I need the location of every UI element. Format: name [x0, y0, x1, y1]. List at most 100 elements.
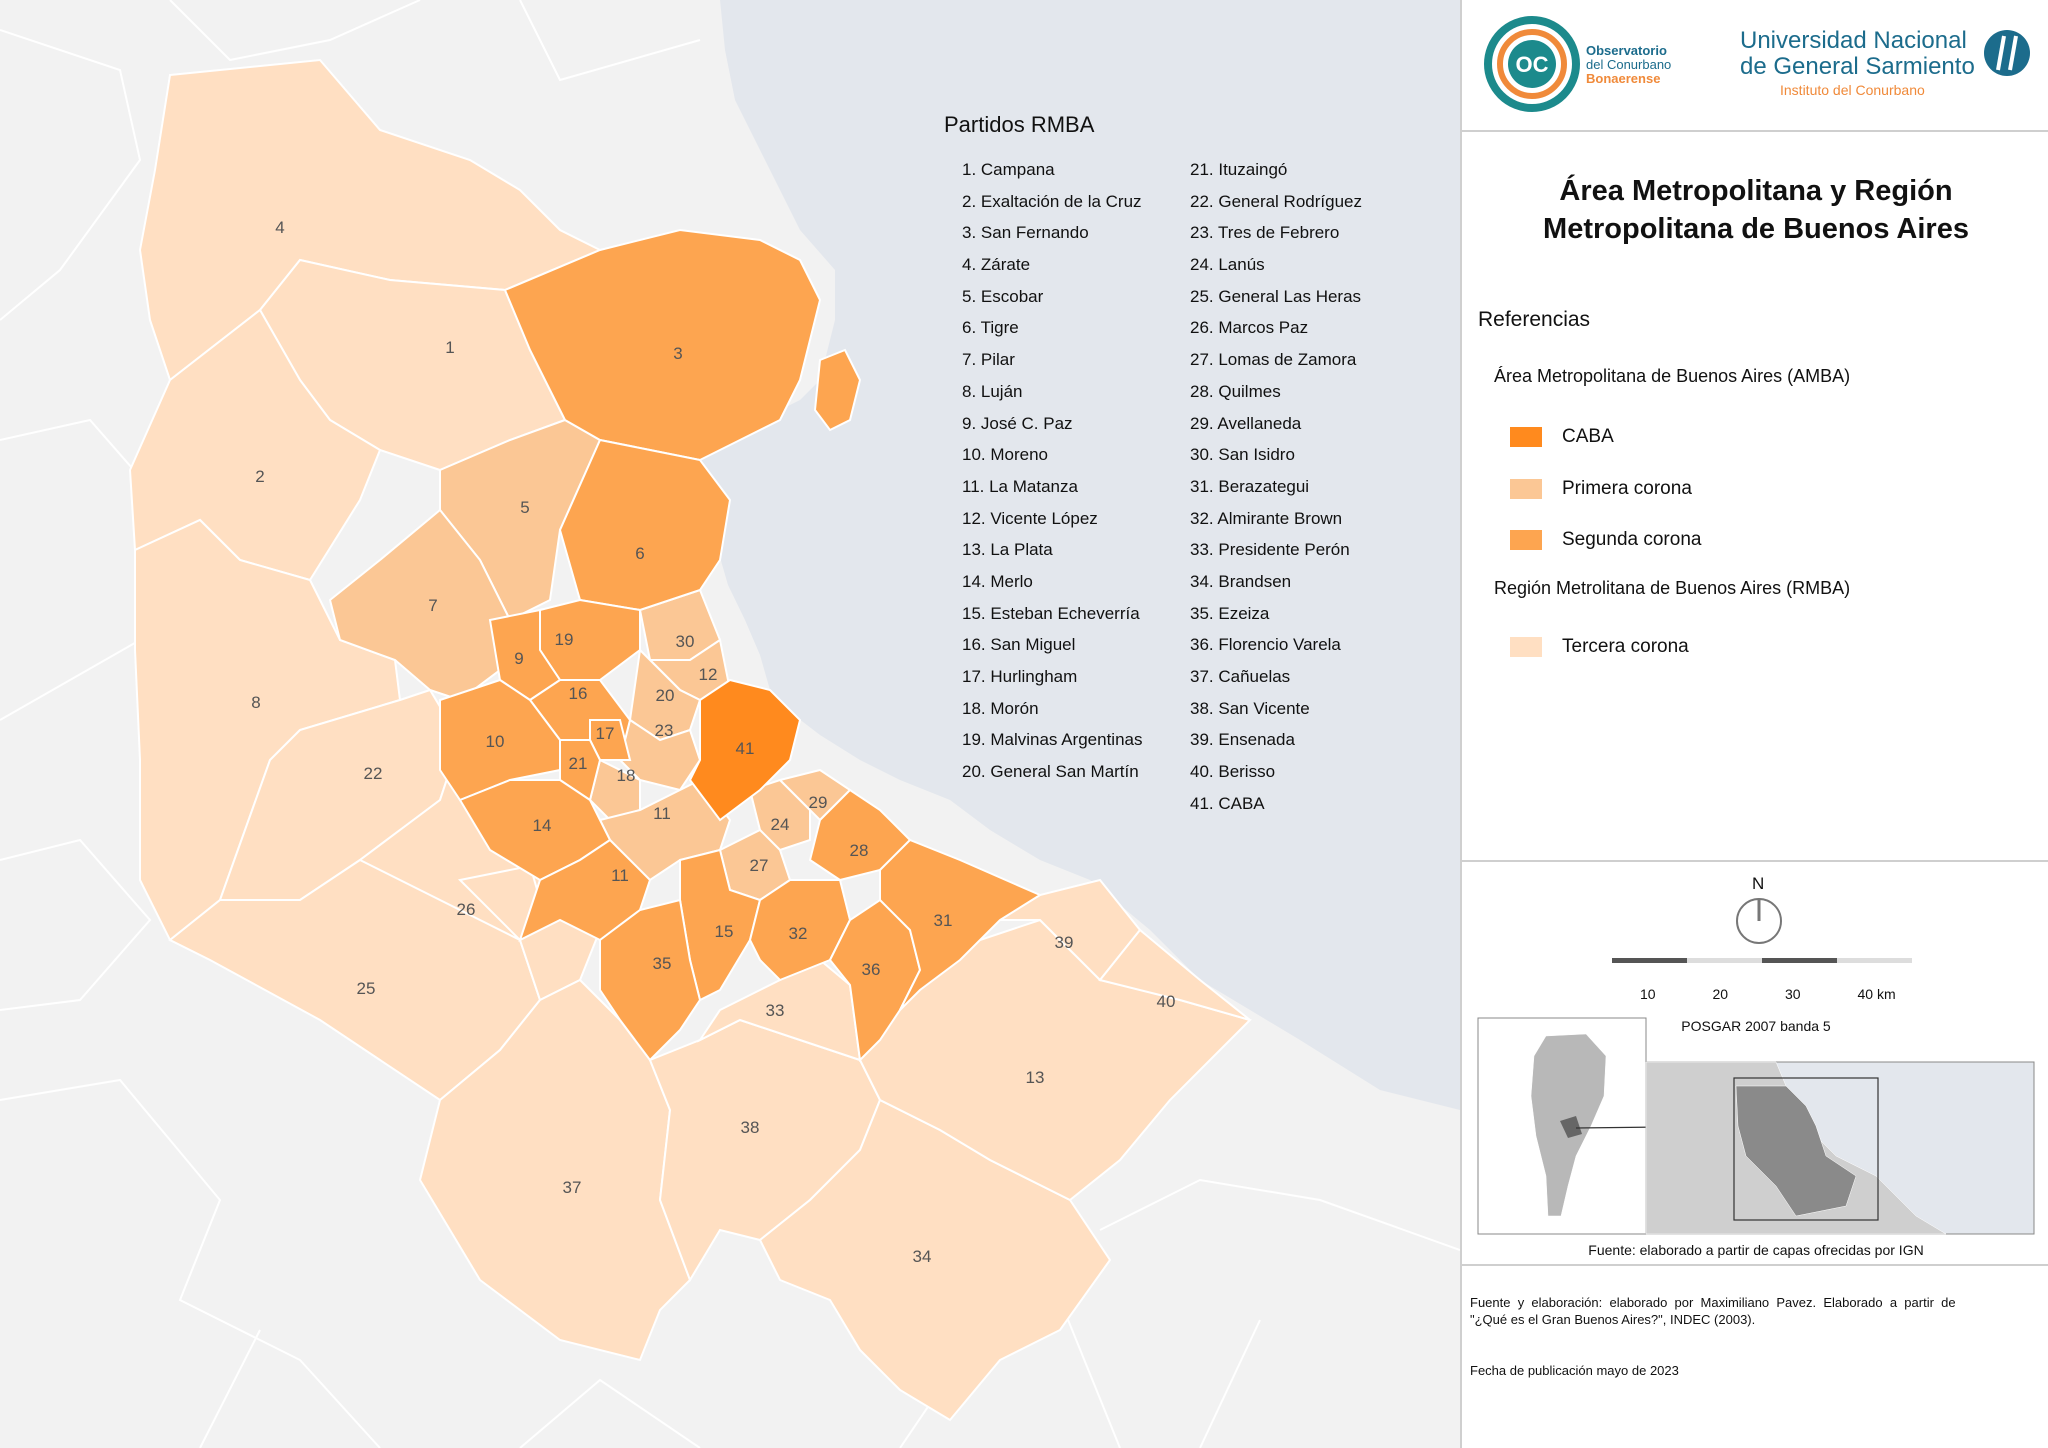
- label-39: 39: [1055, 933, 1074, 952]
- partido-35: [599, 898, 702, 1062]
- legend-item: 8. Luján: [962, 381, 1023, 401]
- title-references-section: Área Metropolitana y Región Metropolitan…: [1462, 130, 2048, 862]
- scale-bar: [1612, 958, 1912, 963]
- label-30: 30: [676, 632, 695, 651]
- inset-map: [1477, 1017, 2035, 1235]
- label-32: 32: [789, 924, 808, 943]
- partido-41-caba: [688, 678, 802, 822]
- legend-item: 12. Vicente López: [962, 508, 1098, 528]
- label-9: 9: [514, 649, 523, 668]
- projection-label: POSGAR 2007 banda 5: [1681, 1018, 1831, 1034]
- scale-inset-section: N 10 20 30 40 km POSGAR 2007 banda 5: [1462, 860, 2048, 1266]
- legend-column-2: 21. Ituzaingó 22. General Rodríguez 23. Tr…: [1190, 154, 1362, 819]
- label-8: 8: [251, 693, 260, 712]
- legend-item: 15. Esteban Echeverría: [962, 603, 1140, 623]
- label-35: 35: [653, 954, 672, 973]
- legend-title: Partidos RMBA: [944, 112, 1095, 137]
- legend-item: 31. Berazategui: [1190, 476, 1310, 496]
- label-6: 6: [635, 544, 644, 563]
- rmba-heading: Región Metrolitana de Buenos Aires (RMBA…: [1494, 578, 1851, 598]
- legend-item: 18. Morón: [962, 698, 1039, 718]
- partido-13: [858, 918, 1252, 1202]
- legend-item: 35. Ezeiza: [1190, 603, 1270, 623]
- scale-ticks: 10 20 30 40 km: [1640, 986, 1896, 1002]
- label-41: 41: [736, 739, 755, 758]
- label-14: 14: [533, 816, 552, 835]
- partido-3: [503, 228, 822, 462]
- segunda-corona: [439, 228, 1043, 1063]
- label-11b: 11: [611, 866, 629, 885]
- label-33: 33: [766, 1001, 785, 1020]
- occ-logo-text: Observatorio del Conurbano Bonaerense: [1586, 43, 1672, 86]
- legend-item: 36. Florencio Varela: [1190, 635, 1341, 655]
- legend-item: 29. Avellaneda: [1190, 413, 1302, 433]
- label-10: 10: [486, 732, 505, 751]
- label-27: 27: [750, 856, 769, 875]
- label-24: 24: [771, 815, 790, 834]
- label-28: 28: [850, 841, 869, 860]
- legend-item: 21. Ituzaingó: [1190, 160, 1288, 179]
- amba-heading: Área Metropolitana de Buenos Aires (AMBA…: [1494, 366, 1851, 386]
- legend-item: 30. San Isidro: [1190, 445, 1295, 465]
- label-26: 26: [457, 900, 476, 919]
- label-13: 13: [1026, 1068, 1045, 1087]
- map: 4 1 2 5 7 8 22 26 25 37 38 34 13 33 39 4…: [0, 0, 1460, 1448]
- legend-item: 40. Berisso: [1190, 762, 1276, 782]
- legend-item: 16. San Miguel: [962, 635, 1076, 655]
- legend-item: 5. Escobar: [962, 286, 1044, 306]
- ref-segunda: Segunda corona: [1510, 529, 1701, 551]
- tercera-corona: [128, 58, 1252, 1422]
- partido-34: [758, 1098, 1112, 1422]
- legend-item: 14. Merlo: [962, 571, 1033, 591]
- label-4: 4: [275, 218, 284, 237]
- legend-item: 33. Presidente Perón: [1190, 540, 1350, 560]
- legend-item: 34. Brandsen: [1190, 571, 1292, 591]
- label-31: 31: [934, 911, 953, 930]
- legend-item: 32. Almirante Brown: [1190, 508, 1343, 528]
- map-title: Área Metropolitana y Región Metropolitan…: [1543, 175, 1969, 245]
- partido-23: [618, 718, 702, 792]
- label-1: 1: [445, 338, 454, 357]
- label-23: 23: [655, 721, 674, 740]
- label-17: 17: [596, 724, 615, 743]
- swatch-segunda: [1510, 530, 1542, 550]
- legend-item: 3. San Fernando: [962, 223, 1089, 243]
- north-label: N: [1752, 874, 1765, 893]
- label-11a: 11: [653, 804, 671, 823]
- label-12: 12: [699, 665, 718, 684]
- label-7: 7: [428, 596, 437, 615]
- map-labels: 4 1 2 5 7 8 22 26 25 37 38 34 13 33 39 4…: [251, 218, 1175, 1266]
- legend-item: 26. Marcos Paz: [1190, 318, 1309, 338]
- background-borders: [0, 0, 1460, 1448]
- inset-source: Fuente: elaborado a partir de capas ofre…: [1588, 1242, 1924, 1258]
- legend-column-1: 1. Campana 2. Exaltación de la Cruz 3. San…: [962, 154, 1143, 788]
- swatch-caba: [1510, 427, 1542, 447]
- legend-item: 4. Zárate: [962, 255, 1031, 275]
- legend-item: 28. Quilmes: [1190, 381, 1281, 401]
- logos-section: OC Observatorio del Conurbano Bonaerense…: [1462, 0, 2048, 132]
- partido-2: [128, 308, 382, 582]
- legend-item: 38. San Vicente: [1190, 698, 1310, 718]
- legend-item: 37. Cañuelas: [1190, 667, 1291, 686]
- label-5: 5: [520, 498, 529, 517]
- legend-item: 17. Hurlingham: [962, 667, 1078, 686]
- label-25: 25: [357, 979, 376, 998]
- legend-item: 1. Campana: [962, 160, 1055, 179]
- label-16: 16: [569, 684, 588, 703]
- legend-item: 39. Ensenada: [1190, 730, 1295, 750]
- delta-islands: [813, 348, 862, 432]
- legend-item: 23. Tres de Febrero: [1190, 223, 1340, 243]
- legend-item: 41. CABA: [1190, 793, 1265, 813]
- ref-primera: Primera corona: [1510, 478, 1692, 500]
- legend-item: 20. General San Martín: [962, 762, 1139, 782]
- swatch-primera: [1510, 479, 1542, 499]
- legend-item: 24. Lanús: [1190, 255, 1265, 275]
- occ-logo-icon: OC: [1484, 16, 1580, 112]
- label-18: 18: [617, 766, 636, 785]
- partido-21: [559, 739, 602, 802]
- ref-tercera: Tercera corona: [1510, 636, 1689, 658]
- partido-6: [558, 438, 732, 612]
- partido-17: [589, 719, 632, 761]
- label-20: 20: [656, 686, 675, 705]
- ungs-logo-icon: [1984, 30, 2030, 76]
